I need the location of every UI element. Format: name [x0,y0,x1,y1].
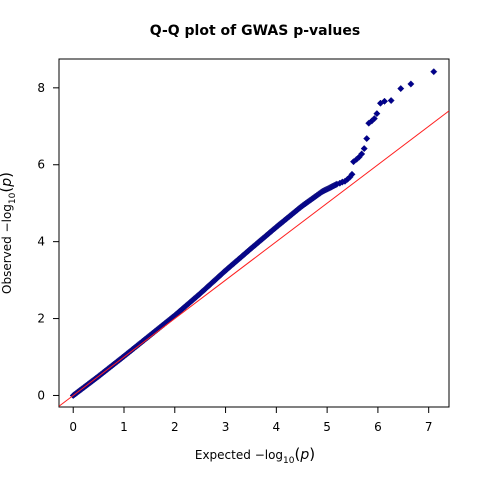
x-tick-label: 4 [273,420,281,434]
data-point [387,96,395,105]
x-label-variable: p [299,447,309,463]
x-label-minus: − [255,448,265,462]
y-label-minus: − [0,222,14,232]
reference-line [59,110,449,407]
data-points [69,68,438,400]
y-tick-label: 8 [37,81,45,95]
x-tick-label: 3 [222,420,230,434]
data-point [380,97,389,105]
data-point [363,135,371,143]
y-label-open-paren: ( [0,187,15,193]
y-label-subscript: 10 [8,192,18,204]
x-label-prefix: Expected [195,448,255,462]
x-label-log: log [265,448,283,462]
data-point [370,115,378,123]
y-tick-label: 6 [37,158,45,172]
data-point [373,110,381,118]
y-label-log: log [0,204,14,222]
x-axis-label: Expected −log10(p) [195,445,315,466]
chart-title: Q-Q plot of GWAS p-values [150,23,360,39]
y-tick-label: 0 [37,388,45,402]
data-point [407,80,415,88]
y-tick-label: 2 [37,312,45,326]
x-tick-label: 2 [171,420,179,434]
y-label-close-paren: ) [0,172,15,178]
y-label-prefix: Observed [0,232,14,294]
data-point [430,68,438,76]
x-axis: 0 1 2 3 4 5 6 7 [69,407,433,434]
y-axis: 0 2 4 6 8 [37,81,59,402]
y-tick-label: 4 [37,235,45,249]
x-tick-label: 0 [69,420,77,434]
data-point [348,170,356,178]
y-axis-label: Observed −log10(p) [0,172,18,294]
x-tick-label: 1 [120,420,128,434]
data-point [397,85,405,93]
x-label-open-paren: ( [295,445,301,463]
data-point [360,145,368,153]
plot-frame [58,58,450,408]
x-tick-label: 6 [374,420,382,434]
x-tick-label: 7 [425,420,433,434]
x-label-close-paren: ) [309,445,315,463]
data-point [358,150,366,158]
x-label-subscript: 10 [283,456,295,466]
y-label-variable: p [0,178,15,188]
plot-area [58,58,450,408]
x-tick-label: 5 [323,420,331,434]
